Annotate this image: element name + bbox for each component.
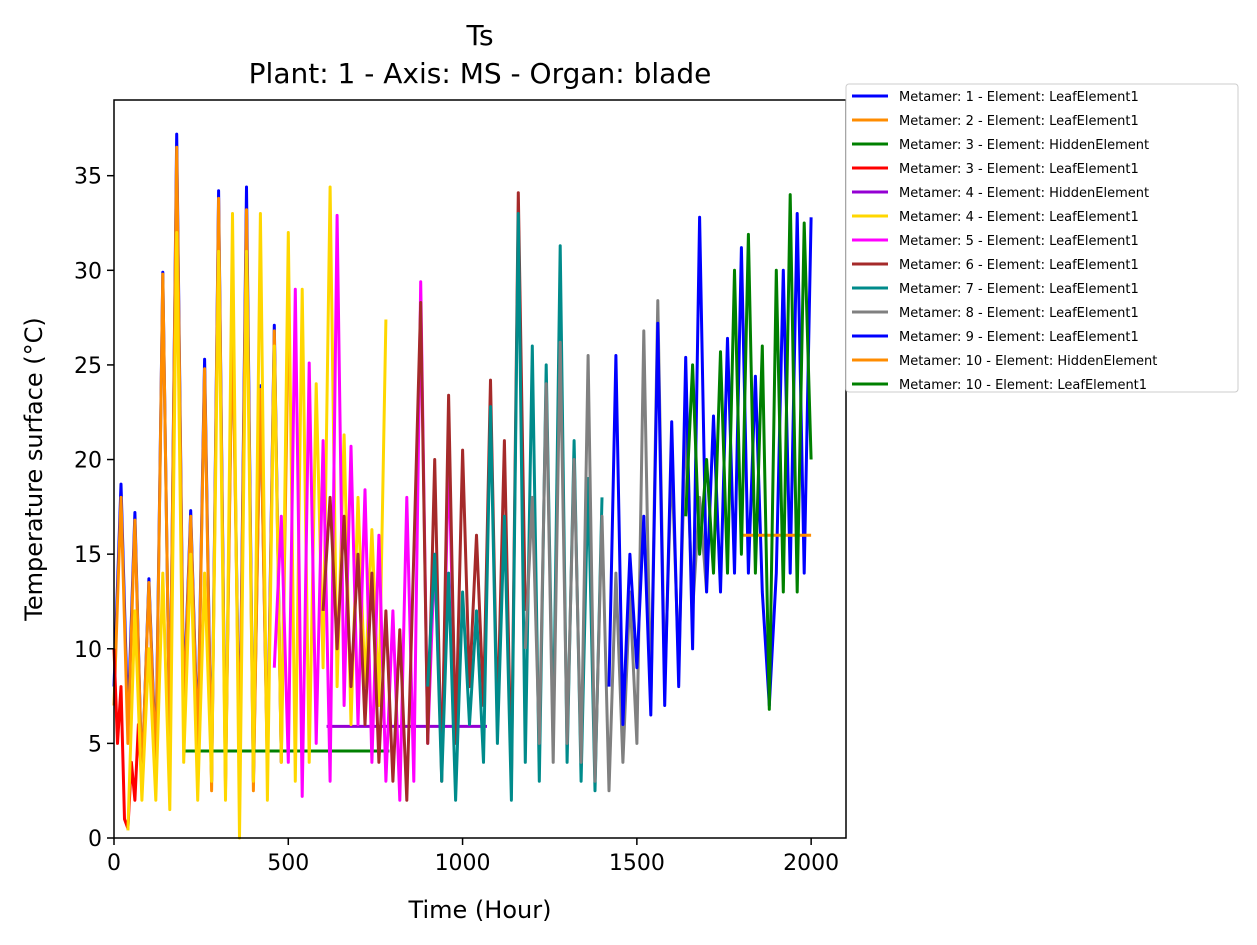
legend-entry: Metamer: 4 - Element: HiddenElement xyxy=(899,186,1149,201)
legend-box xyxy=(845,83,1239,393)
plot-lines xyxy=(112,132,813,840)
y-tick-label: 0 xyxy=(88,827,102,852)
y-tick-label: 10 xyxy=(74,638,102,663)
y-axis-label: Temperature surface (°C) xyxy=(20,317,48,621)
legend-entry: Metamer: 4 - Element: LeafElement1 xyxy=(899,210,1139,225)
x-tick-label: 1000 xyxy=(435,851,491,876)
y-tick-label: 20 xyxy=(74,449,102,474)
legend-entry: Metamer: 7 - Element: LeafElement1 xyxy=(899,282,1139,297)
x-tick-label: 0 xyxy=(107,851,121,876)
chart-subtitle: Plant: 1 - Axis: MS - Organ: blade xyxy=(249,57,712,90)
y-tick-label: 25 xyxy=(74,354,102,379)
y-axis-ticks: 0 5 10 15 20 25 30 35 xyxy=(74,165,114,852)
legend-entry: Metamer: 1 - Element: LeafElement1 xyxy=(899,90,1139,105)
legend-entry: Metamer: 9 - Element: LeafElement1 xyxy=(899,330,1139,345)
legend-entry: Metamer: 10 - Element: LeafElement1 xyxy=(899,378,1147,393)
legend-entry: Metamer: 2 - Element: LeafElement1 xyxy=(899,114,1139,129)
legend-entry: Metamer: 10 - Element: HiddenElement xyxy=(899,354,1157,369)
series-line-13 xyxy=(684,193,813,711)
x-tick-label: 1500 xyxy=(609,851,665,876)
chart-title: Ts xyxy=(465,19,493,52)
legend: Metamer: 1 - Element: LeafElement1 Metame… xyxy=(845,83,1239,393)
y-tick-label: 15 xyxy=(74,543,102,568)
x-axis-ticks: 0 500 1000 1500 2000 xyxy=(107,838,839,876)
y-tick-label: 5 xyxy=(88,732,102,757)
legend-entry: Metamer: 5 - Element: LeafElement1 xyxy=(899,234,1139,249)
x-tick-label: 2000 xyxy=(783,851,839,876)
x-axis-label: Time (Hour) xyxy=(408,896,552,924)
legend-entry: Metamer: 3 - Element: HiddenElement xyxy=(899,138,1149,153)
series-line-6 xyxy=(126,185,388,840)
y-tick-label: 30 xyxy=(74,259,102,284)
legend-entry: Metamer: 8 - Element: LeafElement1 xyxy=(899,306,1139,321)
y-tick-label: 35 xyxy=(74,165,102,190)
legend-entry: Metamer: 3 - Element: LeafElement1 xyxy=(899,162,1139,177)
legend-entry: Metamer: 6 - Element: LeafElement1 xyxy=(899,258,1139,273)
plot-frame xyxy=(113,99,847,839)
x-tick-label: 500 xyxy=(267,851,309,876)
